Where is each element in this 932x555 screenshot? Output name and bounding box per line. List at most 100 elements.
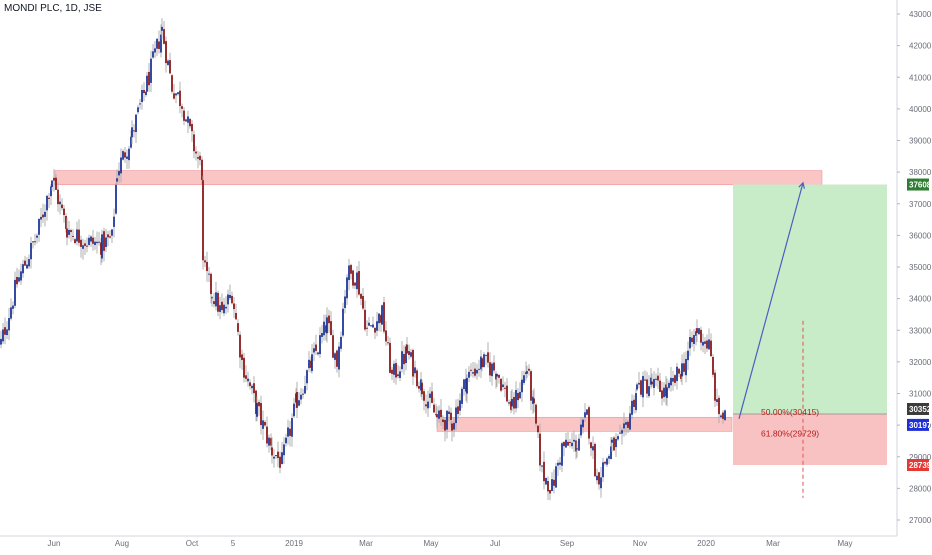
candle-body bbox=[215, 292, 217, 307]
price-axis-label: 27000 bbox=[909, 516, 932, 525]
candle-body bbox=[592, 446, 594, 451]
price-axis-label: 40000 bbox=[909, 105, 932, 114]
candle-body bbox=[687, 350, 689, 361]
candle-body bbox=[2, 329, 4, 342]
candle-body bbox=[406, 344, 408, 354]
candle-body bbox=[651, 381, 653, 385]
candle-body bbox=[465, 378, 467, 392]
price-tag bbox=[907, 402, 929, 415]
candle-body bbox=[14, 279, 16, 306]
candle-body bbox=[670, 377, 672, 386]
candle-body bbox=[399, 371, 401, 378]
candle-body bbox=[640, 380, 642, 395]
candle-body bbox=[72, 235, 74, 237]
candle-body bbox=[578, 438, 580, 451]
candle-body bbox=[262, 420, 264, 429]
candle-body bbox=[160, 34, 162, 53]
candle-body bbox=[340, 336, 342, 349]
candle-body bbox=[543, 461, 545, 482]
candle-body bbox=[700, 329, 702, 343]
candle-body bbox=[311, 354, 313, 371]
candle-body bbox=[148, 71, 150, 86]
time-axis-label: Sep bbox=[560, 539, 575, 548]
candle-body bbox=[502, 384, 504, 388]
candle-body bbox=[724, 410, 726, 421]
candle-body bbox=[383, 302, 385, 332]
candle-body bbox=[461, 388, 463, 404]
candle-body bbox=[421, 382, 423, 395]
candle-body bbox=[680, 374, 682, 379]
candle-body bbox=[478, 368, 480, 370]
candle-body bbox=[213, 301, 215, 305]
candle-body bbox=[695, 331, 697, 336]
candle-body bbox=[685, 358, 687, 376]
candle-body bbox=[342, 308, 344, 336]
candle-body bbox=[517, 392, 519, 401]
candle-body bbox=[163, 29, 165, 44]
candle-body bbox=[496, 373, 498, 377]
candle-body bbox=[0, 338, 2, 345]
candle-body bbox=[330, 321, 332, 336]
candle-body bbox=[281, 452, 283, 465]
candle-body bbox=[653, 379, 655, 388]
candle-body bbox=[672, 378, 674, 382]
candle-body bbox=[561, 443, 563, 466]
candle-body bbox=[412, 349, 414, 377]
candle-body bbox=[567, 441, 569, 446]
candle-body bbox=[451, 423, 453, 431]
candle-body bbox=[360, 293, 362, 299]
candle-body bbox=[606, 458, 608, 465]
candle-body bbox=[221, 301, 223, 311]
candle-body bbox=[631, 400, 633, 415]
candle-body bbox=[107, 234, 109, 238]
candle-body bbox=[364, 309, 366, 330]
candle-body bbox=[625, 422, 627, 425]
candle-body bbox=[92, 237, 94, 244]
candle-body bbox=[258, 402, 260, 407]
candle-body bbox=[493, 362, 495, 371]
candle-body bbox=[489, 362, 491, 376]
price-axis-label: 35000 bbox=[909, 263, 932, 272]
price-axis-label: 34000 bbox=[909, 295, 932, 304]
candle-body bbox=[385, 330, 387, 342]
candle-body bbox=[51, 180, 53, 188]
candle-body bbox=[397, 374, 399, 377]
candle-body bbox=[476, 369, 478, 374]
candle-body bbox=[427, 401, 429, 409]
candle-body bbox=[187, 116, 189, 123]
candle-body bbox=[533, 398, 535, 404]
candle-body bbox=[308, 359, 310, 369]
candle-body bbox=[325, 325, 327, 333]
candle-body bbox=[511, 398, 513, 407]
candles-layer bbox=[0, 18, 726, 501]
candle-body bbox=[621, 430, 623, 434]
candle-body bbox=[338, 346, 340, 370]
candle-body bbox=[510, 401, 512, 410]
candle-body bbox=[575, 440, 577, 452]
candle-body bbox=[580, 424, 582, 436]
candle-body bbox=[321, 333, 323, 337]
candle-body bbox=[266, 426, 268, 444]
candle-body bbox=[435, 414, 437, 416]
candle-body bbox=[175, 93, 177, 96]
candle-body bbox=[10, 307, 12, 319]
candle-body bbox=[264, 422, 266, 426]
candle-body bbox=[68, 229, 70, 235]
candle-body bbox=[712, 356, 714, 375]
candle-body bbox=[211, 297, 213, 299]
candle-body bbox=[537, 425, 539, 433]
candle-body bbox=[227, 294, 229, 305]
candle-body bbox=[598, 472, 600, 485]
candle-body bbox=[328, 315, 330, 324]
candle-body bbox=[26, 264, 28, 269]
candle-body bbox=[582, 419, 584, 428]
candle-body bbox=[457, 406, 459, 414]
candle-body bbox=[84, 243, 86, 246]
candle-body bbox=[487, 352, 489, 363]
candle-body bbox=[483, 354, 485, 368]
candle-body bbox=[287, 427, 289, 437]
candle-body bbox=[468, 371, 470, 378]
candle-body bbox=[185, 119, 187, 122]
